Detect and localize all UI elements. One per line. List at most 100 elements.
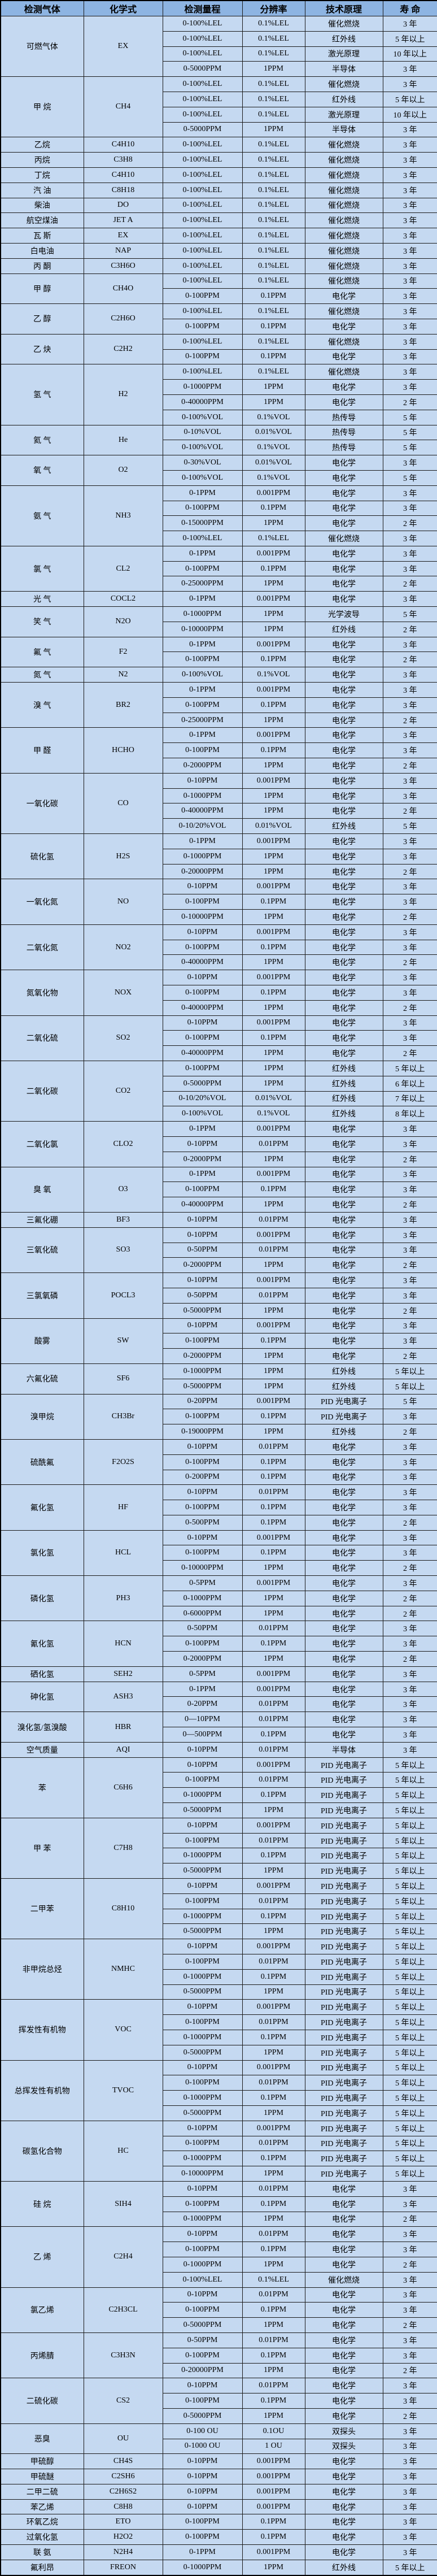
cell-principle: 电化学 — [304, 1030, 383, 1046]
table-row: 航空煤油 JET A 0-100%LEL 0.1%LEL 催化燃烧 3 年 — [0, 212, 437, 229]
cell-principle: 电化学 — [304, 1166, 383, 1183]
cell-principle: 电化学 — [304, 470, 383, 486]
cell-chemical-formula: SEH2 — [83, 1666, 163, 1682]
cell-resolution: 1PPM — [242, 1197, 305, 1213]
cell-lifespan: 3 年 — [382, 349, 437, 365]
cell-principle: 电化学 — [304, 1621, 383, 1637]
cell-resolution: 0.1%LEL — [242, 333, 305, 350]
cell-range: 0-5000PPM — [162, 2044, 243, 2061]
cell-resolution: 0.1%LEL — [242, 197, 305, 214]
cell-range: 0-500PPM — [162, 1514, 243, 1531]
cell-lifespan: 5 年 — [382, 440, 437, 456]
cell-range: 0-100%VOL — [162, 1106, 243, 1122]
cell-lifespan: 3 年 — [382, 61, 437, 77]
cell-principle: 电化学 — [304, 848, 383, 865]
cell-gas-name: 二甲苯 — [0, 1878, 84, 1940]
cell-principle: 电化学 — [304, 1514, 383, 1531]
cell-lifespan: 5 年以上 — [382, 1878, 437, 1894]
cell-lifespan: 3 年 — [382, 212, 437, 229]
cell-range: 0-1000PPM — [162, 606, 243, 622]
cell-principle: 红外线 — [304, 91, 383, 107]
cell-lifespan: 2 年 — [382, 2211, 437, 2227]
cell-lifespan: 3 年 — [382, 788, 437, 804]
cell-gas-name: 氯 气 — [0, 545, 84, 592]
cell-chemical-formula: HF — [83, 1484, 163, 1531]
cell-lifespan: 3 年 — [382, 1015, 437, 1031]
cell-principle: 电化学 — [304, 742, 383, 759]
cell-resolution: 0.01PPM — [242, 2226, 305, 2243]
cell-chemical-formula: POCL3 — [83, 1272, 163, 1319]
cell-lifespan: 3 年 — [382, 1030, 437, 1046]
cell-lifespan: 3 年 — [382, 2469, 437, 2484]
cell-range: 0-100PPM — [162, 985, 243, 1001]
table-row: 0-5000PPM 1PPM 半导体 3 年 — [1, 61, 437, 77]
cell-lifespan: 3 年 — [382, 848, 437, 865]
cell-gas-name: 甲 醇 — [0, 273, 84, 305]
cell-lifespan: 3 年 — [382, 121, 437, 138]
cell-principle: 电化学 — [304, 2408, 383, 2424]
cell-gas-name: 光 气 — [0, 591, 84, 607]
cell-range: 0-10PPM — [162, 1136, 243, 1152]
cell-principle: 电化学 — [304, 2287, 383, 2303]
cell-gas-name: 氦 气 — [0, 424, 84, 456]
cell-gas-name: 可燃气体 — [0, 15, 84, 77]
column-header-range: 检测量程 — [162, 0, 243, 16]
cell-gas-name: 二氧化氮 — [0, 924, 84, 971]
cell-range: 0-100%LEL — [162, 333, 243, 350]
cell-principle: 电化学 — [304, 1727, 383, 1743]
cell-resolution: 0.001PPM — [242, 1575, 305, 1591]
cell-range: 0-5000PPM — [162, 2105, 243, 2121]
table-row: 甲 苯 C7H8 0-10PPM 0.001PPM PID 光电离子 5 年以上 — [0, 1817, 437, 1879]
cell-gas-name: 砷化氢 — [0, 1681, 84, 1713]
cell-principle: 电化学 — [304, 909, 383, 925]
cell-resolution: 1PPM — [242, 1863, 305, 1879]
cell-range: 0-100%VOL — [162, 440, 243, 456]
cell-range: 0-10PPM — [162, 970, 243, 985]
table-row: 0-40000PPM 1PPM 电化学 2 年 — [1, 803, 437, 819]
cell-principle: 电化学 — [304, 379, 383, 395]
cell-chemical-formula: CH4S — [83, 2453, 163, 2470]
cell-range: 0-10PPM — [162, 1227, 243, 1243]
table-row: 0-2000PPM 1PPM 电化学 2 年 — [1, 1257, 437, 1274]
cell-range: 0-100PPM — [162, 1409, 243, 1425]
cell-principle: 电化学 — [304, 2332, 383, 2348]
cell-principle: PID 光电离子 — [304, 2060, 383, 2076]
cell-range: 0-5PPM — [162, 1666, 243, 1682]
cell-lifespan: 3 年 — [382, 1469, 437, 1485]
cell-lifespan: 5 年以上 — [382, 2014, 437, 2030]
cell-principle: 电化学 — [304, 970, 383, 985]
cell-range: 0-10PPM — [162, 2060, 243, 2076]
cell-chemical-formula: C3H8 — [83, 152, 163, 168]
cell-gas-name: 硫酰氟 — [0, 1439, 84, 1485]
cell-lifespan: 5 年以上 — [382, 1363, 437, 1379]
cell-principle: 电化学 — [304, 1318, 383, 1334]
cell-principle: 电化学 — [304, 2226, 383, 2243]
cell-lifespan: 5 年以上 — [382, 1939, 437, 1954]
table-row: 0-100PPM 0.1PPM 电化学 3 年 — [1, 288, 437, 305]
cell-lifespan: 2 年 — [382, 2256, 437, 2273]
cell-gas-name: 汽 油 — [0, 182, 84, 198]
cell-principle: 催化燃烧 — [304, 228, 383, 244]
cell-resolution: 1PPM — [242, 2362, 305, 2379]
cell-range: 0-2000PPM — [162, 1348, 243, 1364]
cell-resolution: 0.001PPM — [242, 2469, 305, 2484]
cell-range: 0-2000PPM — [162, 1151, 243, 1167]
cell-chemical-formula: CL2 — [83, 545, 163, 592]
cell-chemical-formula: C7H8 — [83, 1817, 163, 1879]
cell-principle: PID 光电离子 — [304, 1409, 383, 1425]
cell-resolution: 0.01PPM — [242, 2180, 305, 2197]
cell-lifespan: 3 年 — [382, 333, 437, 350]
cell-lifespan: 3 年 — [382, 258, 437, 274]
cell-principle: 电化学 — [304, 485, 383, 501]
cell-lifespan: 3 年 — [382, 1636, 437, 1652]
cell-principle: 电化学 — [304, 394, 383, 410]
cell-principle: 电化学 — [304, 682, 383, 698]
cell-gas-name: 溴 气 — [0, 682, 84, 728]
cell-principle: 电化学 — [304, 1696, 383, 1713]
cell-resolution: 0.001PPM — [242, 2120, 305, 2136]
cell-chemical-formula: C8H10 — [83, 1878, 163, 1940]
table-row: 0-40000PPM 1PPM 电化学 2 年 — [1, 1045, 437, 1061]
cell-range: 0-100PPM — [162, 1954, 243, 1970]
cell-lifespan: 3 年 — [382, 2438, 437, 2455]
table-row: 0-1000PPM 0.1PPM PID 光电离子 5 年以上 — [1, 2029, 437, 2045]
